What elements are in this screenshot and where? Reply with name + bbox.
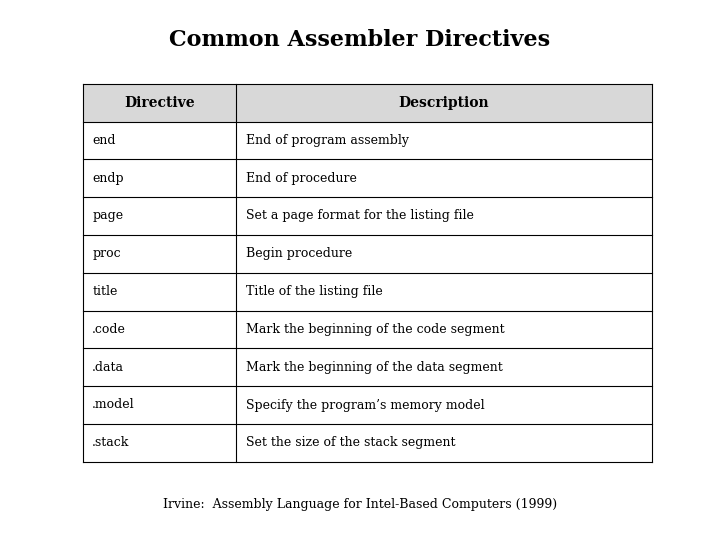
Text: Mark the beginning of the code segment: Mark the beginning of the code segment	[246, 323, 505, 336]
Text: Begin procedure: Begin procedure	[246, 247, 352, 260]
Text: Set the size of the stack segment: Set the size of the stack segment	[246, 436, 455, 449]
Text: Irvine:  Assembly Language for Intel-Based Computers (1999): Irvine: Assembly Language for Intel-Base…	[163, 498, 557, 511]
Text: .stack: .stack	[92, 436, 130, 449]
Text: .code: .code	[92, 323, 126, 336]
Text: Mark the beginning of the data segment: Mark the beginning of the data segment	[246, 361, 503, 374]
Text: endp: endp	[92, 172, 124, 185]
Text: page: page	[92, 210, 123, 222]
Text: Directive: Directive	[125, 96, 195, 110]
Text: Common Assembler Directives: Common Assembler Directives	[169, 30, 551, 51]
Text: .model: .model	[92, 399, 135, 411]
Text: Description: Description	[399, 96, 490, 110]
Text: proc: proc	[92, 247, 121, 260]
Text: title: title	[92, 285, 117, 298]
Text: End of program assembly: End of program assembly	[246, 134, 409, 147]
Bar	[83, 84, 652, 122]
Text: Set a page format for the listing file: Set a page format for the listing file	[246, 210, 474, 222]
Text: end: end	[92, 134, 116, 147]
Text: Specify the program’s memory model: Specify the program’s memory model	[246, 399, 485, 411]
Text: .data: .data	[92, 361, 124, 374]
Text: End of procedure: End of procedure	[246, 172, 356, 185]
Text: Title of the listing file: Title of the listing file	[246, 285, 382, 298]
